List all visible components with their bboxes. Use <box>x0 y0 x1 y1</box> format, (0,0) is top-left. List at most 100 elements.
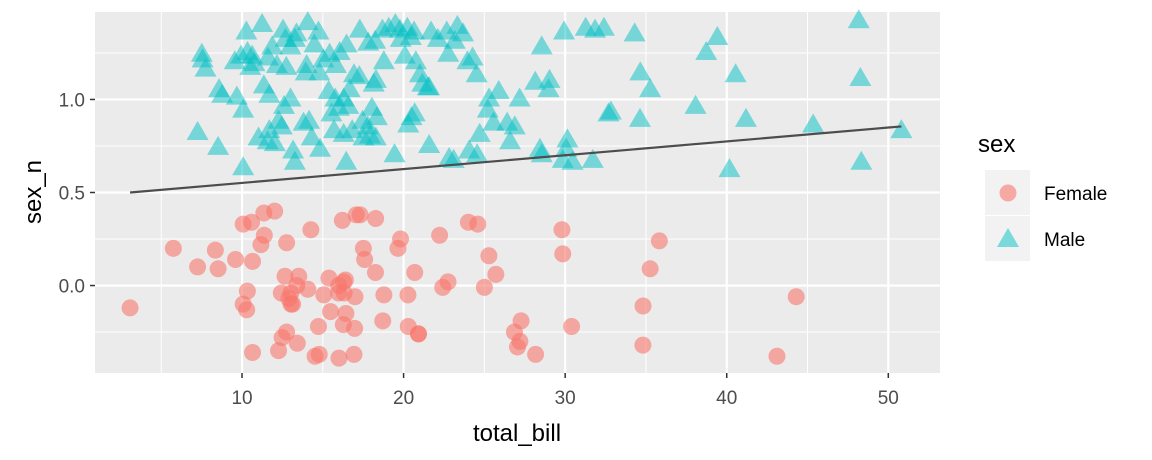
data-point-male <box>628 107 651 127</box>
data-point-female <box>374 312 392 330</box>
female-points <box>121 202 805 367</box>
data-point-female <box>299 280 317 298</box>
data-point-female <box>121 299 139 317</box>
data-point-male <box>261 35 284 55</box>
data-point-male <box>623 22 646 42</box>
data-point-male <box>258 83 281 103</box>
data-point-female <box>511 332 529 350</box>
x-axis-title: total_bill <box>473 420 561 447</box>
data-point-female <box>367 210 385 228</box>
data-point-male <box>335 150 358 170</box>
data-point-male <box>718 158 741 178</box>
data-point-female <box>634 297 652 315</box>
data-point-male <box>303 33 326 53</box>
data-point-male <box>734 107 757 127</box>
data-point-male <box>724 63 747 83</box>
x-tick-label: 50 <box>878 388 899 409</box>
data-point-male <box>408 63 431 83</box>
data-point-male <box>211 83 234 103</box>
data-point-male <box>890 119 913 139</box>
data-point-female <box>469 215 487 233</box>
data-point-female <box>244 344 262 362</box>
data-point-female <box>392 230 410 248</box>
data-point-male <box>581 148 604 168</box>
data-point-male <box>847 9 870 29</box>
data-point-female <box>315 286 333 304</box>
data-point-female <box>641 260 659 278</box>
data-point-male <box>706 26 729 46</box>
data-point-male <box>243 52 266 72</box>
x-tick-label: 30 <box>555 388 576 409</box>
legend-title: sex <box>978 131 1015 158</box>
data-point-male <box>263 132 286 152</box>
data-point-male <box>561 150 584 170</box>
trend-line-group <box>129 125 902 194</box>
data-point-female <box>266 202 284 220</box>
data-point-female <box>512 312 530 330</box>
data-point-male <box>442 148 465 168</box>
data-point-female <box>406 264 424 282</box>
legend-label-female: Female <box>1044 184 1107 205</box>
data-point-male <box>275 55 298 75</box>
data-point-female <box>284 295 302 313</box>
data-point-female <box>238 282 256 300</box>
data-point-female <box>206 241 224 259</box>
data-point-male <box>364 68 387 88</box>
data-point-male <box>393 44 416 64</box>
data-point-male <box>465 63 488 83</box>
data-point-female <box>480 247 498 265</box>
data-point-male <box>186 120 209 140</box>
data-point-male <box>538 68 561 88</box>
data-point-male <box>207 135 230 155</box>
data-point-male <box>235 20 258 40</box>
data-point-female <box>330 349 348 367</box>
data-point-female <box>278 323 296 341</box>
data-point-female <box>563 317 581 335</box>
data-point-female <box>787 288 805 306</box>
data-point-female <box>553 221 571 239</box>
data-point-male <box>461 46 484 66</box>
data-point-male <box>418 133 441 153</box>
data-point-female <box>345 345 363 363</box>
data-point-male <box>191 48 214 68</box>
data-point-female <box>244 252 262 270</box>
data-point-female <box>346 319 364 337</box>
data-point-female <box>487 265 505 283</box>
data-point-male <box>338 78 361 98</box>
data-point-female <box>475 278 493 296</box>
data-point-female <box>337 304 355 322</box>
data-point-male <box>295 53 318 73</box>
data-point-female <box>554 245 572 263</box>
data-point-female <box>243 213 261 231</box>
data-point-female <box>164 239 182 257</box>
data-point-male <box>639 78 662 98</box>
data-point-male <box>309 137 332 157</box>
data-point-male <box>403 102 426 122</box>
data-point-male <box>437 42 460 62</box>
data-point-male <box>695 40 718 60</box>
data-point-male <box>487 80 510 100</box>
data-point-female <box>650 232 668 250</box>
data-point-male <box>629 61 652 81</box>
x-tick-label: 40 <box>716 388 737 409</box>
data-point-male <box>348 65 371 85</box>
data-point-female <box>189 258 207 276</box>
y-axis: 0.0 0.5 1.0 <box>59 90 95 298</box>
data-point-male <box>403 20 426 40</box>
data-point-female <box>366 264 384 282</box>
y-tick-label: 0.0 <box>59 277 85 298</box>
data-point-male <box>404 50 427 70</box>
data-point-male <box>285 22 308 42</box>
data-point-male <box>307 20 330 40</box>
data-point-male <box>282 139 305 159</box>
data-point-male <box>251 13 274 33</box>
legend-female-circle-icon <box>999 184 1017 202</box>
data-point-female <box>255 226 273 244</box>
data-point-female <box>351 206 369 224</box>
data-point-male <box>499 130 522 150</box>
data-point-female <box>768 347 786 365</box>
data-point-female <box>227 250 245 268</box>
data-point-male <box>272 18 295 38</box>
legend-label-male: Male <box>1044 230 1085 251</box>
